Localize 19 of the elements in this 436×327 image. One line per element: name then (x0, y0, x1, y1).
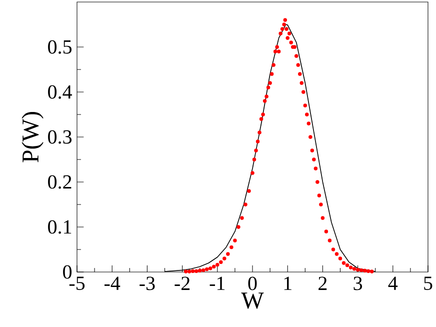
x-tick-label: 4 (388, 276, 398, 290)
y-tick-label: 0.2 (48, 175, 72, 189)
y-tick-label: 0.1 (48, 220, 72, 234)
x-tick-label: 1 (284, 276, 292, 290)
y-tick-label: 0.3 (48, 130, 72, 144)
x-tick-label: -5 (69, 276, 85, 290)
x-tick-label: -1 (210, 276, 225, 290)
x-tick-label: 2 (318, 276, 327, 290)
x-tick-label: -4 (104, 276, 120, 290)
x-tick-label: 3 (354, 276, 362, 290)
x-tick-label: 5 (424, 276, 432, 290)
x-tick-label: 0 (248, 276, 257, 290)
y-tick-label: 0.5 (48, 40, 72, 54)
x-axis-title: W (241, 292, 264, 309)
y-axis-title: P(W) (22, 112, 44, 162)
y-tick-label: 0 (63, 265, 72, 279)
y-tick-label: 0.4 (48, 85, 72, 99)
x-tick-label: -3 (140, 276, 155, 290)
x-tick-label: -2 (174, 276, 190, 290)
